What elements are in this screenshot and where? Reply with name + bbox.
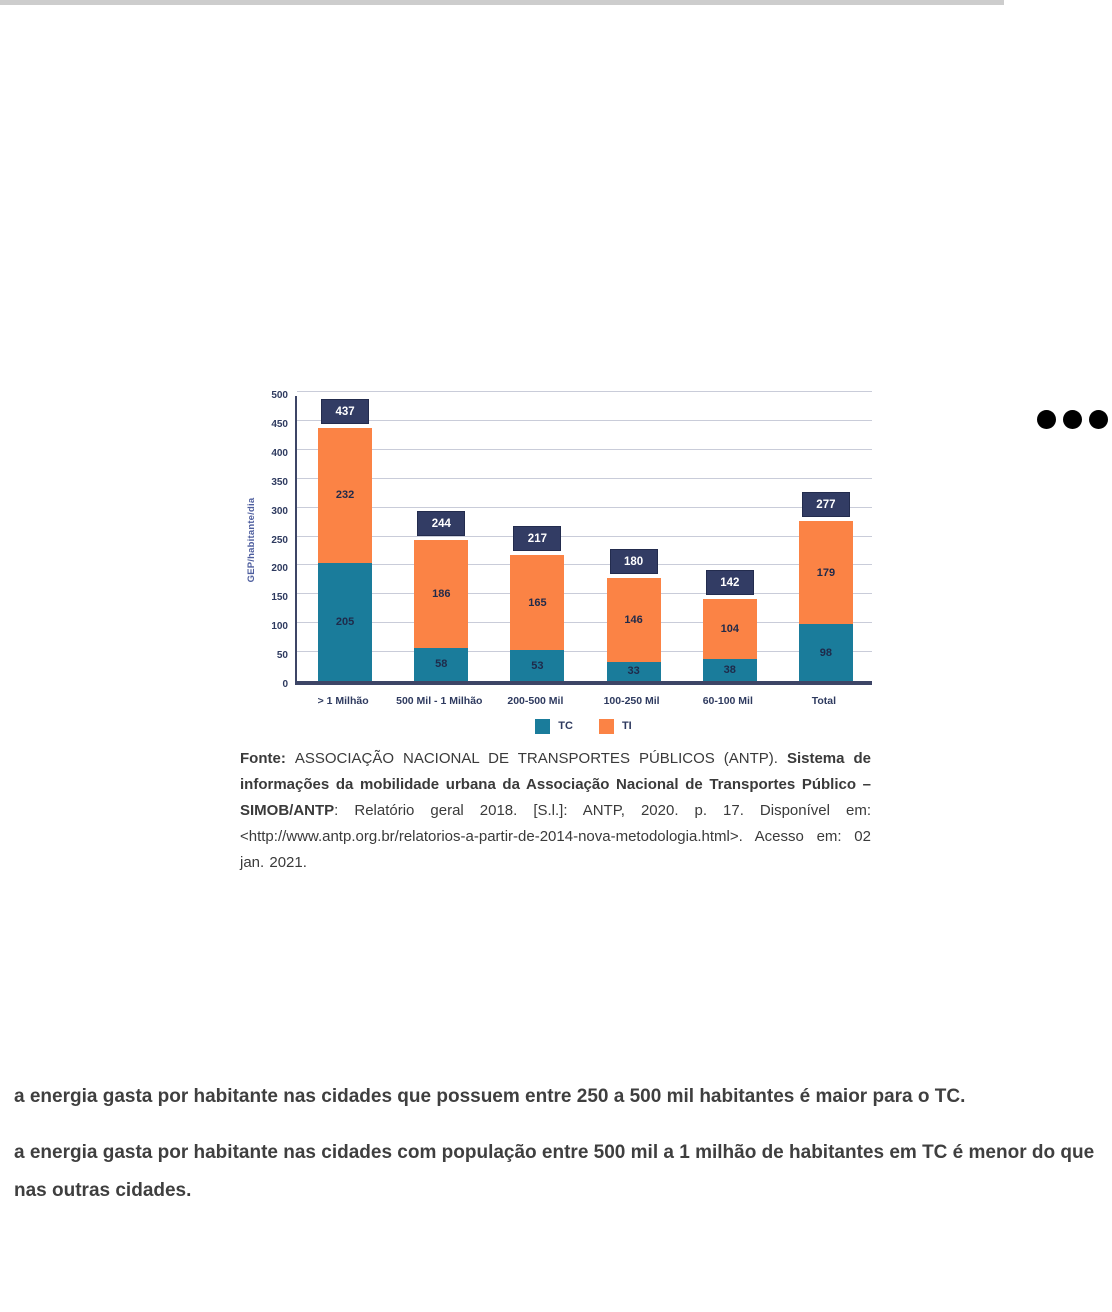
total-value-label: 180 xyxy=(609,548,658,574)
y-tick-label: 400 xyxy=(271,447,288,459)
category-label: Total xyxy=(811,695,837,707)
total-value-label: 142 xyxy=(705,569,754,595)
bar-segment-ti: 104 xyxy=(702,598,757,659)
bar-segment-ti: 179 xyxy=(798,520,853,625)
gridline xyxy=(297,622,872,624)
y-tick-label: 300 xyxy=(271,505,288,517)
overflow-menu-icon[interactable] xyxy=(1037,409,1109,429)
category-label: 60-100 Mil xyxy=(702,695,753,707)
legend-swatch xyxy=(598,718,614,734)
source-caption: Fonte: ASSOCIAÇÃO NACIONAL DE TRANSPORTE… xyxy=(240,746,871,876)
legend-item-ti: TI xyxy=(598,718,632,734)
bar-segment-tc: 53 xyxy=(510,650,565,681)
bar-value-label: 205 xyxy=(335,615,355,628)
legend-label: TC xyxy=(558,720,573,732)
menu-dot xyxy=(1063,409,1082,429)
bar-value-label: 186 xyxy=(432,587,451,600)
bar-value-label: 53 xyxy=(531,659,544,672)
y-tick-label: 200 xyxy=(271,563,288,575)
caption-text: : Relatório geral 2018. [S.l.]: ANTP, 20… xyxy=(240,802,871,871)
bar-value-label: 165 xyxy=(528,596,547,609)
chart-figure: GEP/habitante/dia 0 50 100 150 200 250 300 350 4… xyxy=(238,385,878,745)
menu-dot xyxy=(1037,409,1056,429)
total-value-label: 244 xyxy=(417,511,466,536)
gridline xyxy=(297,506,872,508)
caption-text: ASSOCIAÇÃO NACIONAL DE TRANSPORTES PÚBLI… xyxy=(294,750,787,767)
gridline xyxy=(297,564,872,566)
bar-value-label: 104 xyxy=(720,622,739,635)
bar-segment-ti: 165 xyxy=(510,555,565,651)
gridline xyxy=(297,419,872,421)
bar-value-label: 33 xyxy=(627,665,640,678)
bar-segment-tc: 33 xyxy=(606,661,661,681)
legend-item-tc: TC xyxy=(535,718,573,734)
bar-segment-tc: 98 xyxy=(798,624,853,681)
bar-value-label: 38 xyxy=(723,664,736,676)
gridline xyxy=(297,593,872,595)
menu-dot xyxy=(1089,409,1108,429)
category-label: 200-500 Mil xyxy=(507,695,564,707)
legend-swatch xyxy=(535,718,551,734)
y-tick-label: 250 xyxy=(271,534,288,546)
chart-legend: TC TI xyxy=(295,718,872,734)
category-label: > 1 Milhão xyxy=(317,695,369,707)
plot-area: 205 232 437 58 186 244 53 165 217 33 146 180 38 104 14… xyxy=(295,391,872,685)
top-progress-bar xyxy=(0,0,1004,5)
y-tick-label: 0 xyxy=(282,679,288,690)
y-tick-label: 450 xyxy=(271,418,288,430)
bar-segment-tc: 205 xyxy=(318,562,373,681)
y-tick-label: 500 xyxy=(271,390,288,401)
bar-value-label: 58 xyxy=(435,658,448,671)
y-tick-label: 350 xyxy=(271,476,288,488)
gridline xyxy=(297,477,872,479)
bar-segment-ti: 186 xyxy=(414,540,469,648)
bar-segment-tc: 58 xyxy=(414,647,469,681)
category-label: 100-250 Mil xyxy=(603,695,660,707)
caption-text: Fonte: xyxy=(240,750,295,767)
category-label: 500 Mil - 1 Milhão xyxy=(396,695,483,707)
gridline xyxy=(297,391,872,392)
caption-text: Sistema de informações da mobilidade urb… xyxy=(240,750,871,819)
bar-segment-ti: 232 xyxy=(318,428,373,563)
total-value-label: 437 xyxy=(321,399,370,425)
bar-value-label: 179 xyxy=(816,566,836,579)
bar-value-label: 98 xyxy=(819,646,833,659)
gridline xyxy=(297,651,872,653)
y-tick-label: 50 xyxy=(276,650,288,662)
gridline xyxy=(297,535,872,537)
y-tick-label: 100 xyxy=(271,621,288,633)
answer-option-1[interactable]: a energia gasta por habitante nas cidade… xyxy=(14,1086,966,1107)
legend-label: TI xyxy=(621,720,632,732)
bar-value-label: 146 xyxy=(624,613,643,626)
bar-segment-tc: 38 xyxy=(702,659,757,681)
bar-value-label: 232 xyxy=(335,489,355,502)
bar-segment-ti: 146 xyxy=(606,577,661,662)
y-tick-label: 150 xyxy=(271,592,288,604)
total-value-label: 217 xyxy=(513,526,562,551)
total-value-label: 277 xyxy=(801,491,850,517)
gridline xyxy=(297,448,872,450)
answer-option-2[interactable]: a energia gasta por habitante nas cidade… xyxy=(14,1142,1095,1201)
